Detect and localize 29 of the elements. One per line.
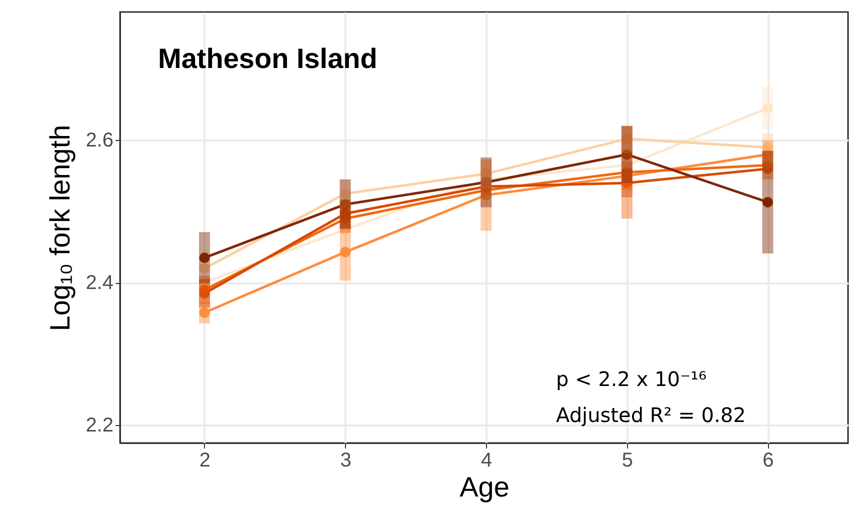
y-axis-title: Log₁₀ fork length bbox=[44, 124, 76, 332]
point bbox=[340, 199, 351, 210]
point bbox=[762, 163, 773, 174]
point bbox=[340, 208, 351, 219]
annotation: p < 2.2 x 10⁻¹⁶ bbox=[556, 367, 707, 391]
point bbox=[199, 307, 210, 318]
annotation: Adjusted R² = 0.82 bbox=[556, 403, 746, 427]
x-tick-label: 2 bbox=[199, 450, 211, 472]
point bbox=[762, 149, 773, 160]
point bbox=[199, 263, 210, 274]
x-tick-label: 6 bbox=[762, 450, 774, 472]
point bbox=[762, 102, 773, 114]
y-tick-label: 2.2 bbox=[86, 414, 114, 437]
x-tick-label: 5 bbox=[622, 450, 633, 472]
point bbox=[480, 177, 492, 188]
x-axis-title: Age bbox=[460, 472, 510, 502]
point bbox=[622, 149, 632, 160]
x-tick-label: 3 bbox=[340, 450, 352, 472]
y-tick-label: 2.4 bbox=[86, 272, 114, 294]
point bbox=[622, 178, 632, 188]
point bbox=[199, 288, 210, 299]
y-tick-label: 2.6 bbox=[86, 130, 114, 152]
point bbox=[340, 246, 351, 258]
point bbox=[762, 196, 773, 208]
point bbox=[199, 252, 210, 264]
text: Matheson Island bbox=[158, 43, 378, 74]
x-tick-label: 4 bbox=[481, 450, 492, 472]
point bbox=[622, 134, 632, 144]
point bbox=[340, 188, 351, 199]
